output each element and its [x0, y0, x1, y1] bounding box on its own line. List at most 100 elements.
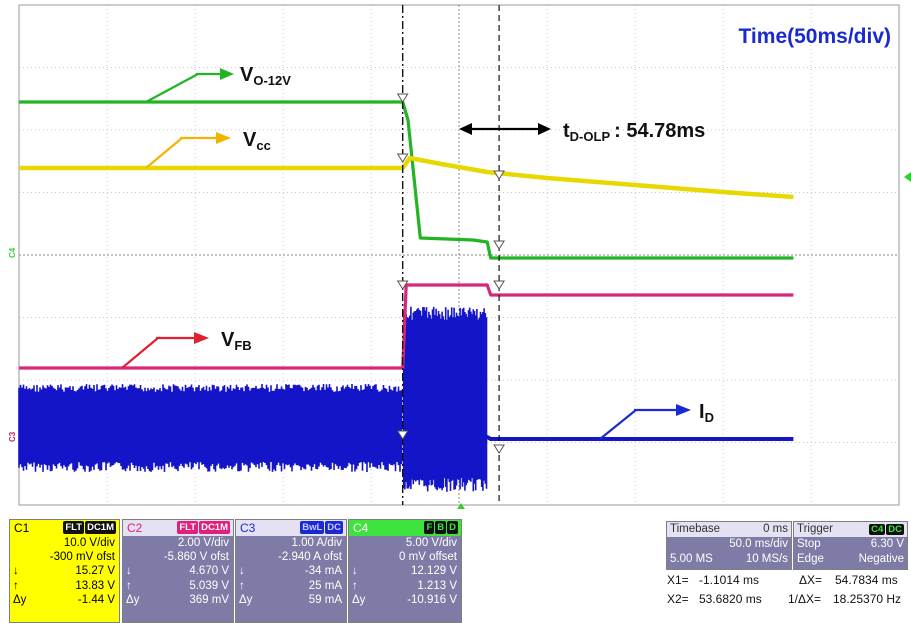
- offset: -5.860 V ofst: [163, 551, 229, 564]
- trigger-level: 6.30 V: [870, 538, 904, 550]
- x1-label: X1=: [667, 573, 689, 587]
- trigger-label: Trigger: [797, 523, 833, 535]
- dy-value: -10.916 V: [407, 593, 457, 606]
- dy-label: Δy: [13, 593, 27, 606]
- tag: FLT: [177, 521, 199, 534]
- trace-group: [18, 100, 794, 492]
- cursor-marker: [396, 430, 409, 440]
- channel-name: C3: [240, 521, 256, 535]
- cursor-marker: [396, 153, 409, 163]
- svg-text:Vcc: Vcc: [243, 129, 271, 153]
- down-label: ↓: [126, 565, 132, 578]
- grid-border: [18, 4, 900, 506]
- cursor-marker: [493, 240, 505, 250]
- tag: BwL: [300, 521, 325, 534]
- up-label: ↑: [126, 579, 132, 592]
- series-line-v-fb: [19, 283, 794, 370]
- up-value: 1.213 V: [417, 579, 457, 592]
- cursor-marker: [493, 444, 505, 454]
- up-value: 13.83 V: [75, 579, 115, 592]
- svg-text:ID: ID: [699, 401, 714, 425]
- oscilloscope-plot: Time(50ms/div) C4 C3 VO-12V Vcc VFB ID t…: [8, 4, 911, 509]
- timebase-panel[interactable]: Timebase 0 ms 50.0 ms/div 5.00 MS 10 MS/s: [666, 521, 792, 570]
- trigger-level-marker: [904, 172, 911, 182]
- series-line-v-cc: [19, 155, 794, 200]
- x2-label: X2=: [667, 592, 689, 606]
- trigger-type: Edge: [797, 553, 824, 565]
- vdiv: 1.00 A/div: [291, 537, 342, 549]
- trigger-source: C4: [869, 524, 886, 535]
- annotation-vfb: VFB: [121, 329, 252, 369]
- channel-marker-c4: C4: [8, 247, 17, 258]
- tag: DC: [325, 521, 343, 534]
- down-label: ↓: [239, 565, 245, 578]
- svg-text:VFB: VFB: [221, 329, 252, 353]
- vdiv: 10.0 V/div: [63, 537, 115, 549]
- inv-dx-label: 1/ΔX=: [788, 592, 822, 606]
- down-value: 4.670 V: [189, 565, 229, 578]
- series-id-switching-band: [18, 306, 488, 492]
- cursor-marker: [396, 93, 409, 103]
- channel-name: C2: [127, 521, 143, 535]
- channel-name: C1: [14, 521, 30, 535]
- channel-c1-panel[interactable]: C1 FLT DC1M 10.0 V/div -300 mV ofst ↓ 15.2…: [9, 519, 120, 623]
- cursor-readout: X1= -1.1014 ms ΔX= 54.7834 ms X2= 53.682…: [667, 573, 907, 613]
- dx-label: ΔX=: [799, 573, 823, 587]
- svg-text:tD-OLP: 54.78ms: tD-OLP: 54.78ms: [563, 120, 705, 144]
- offset: -2.940 A ofst: [278, 551, 342, 564]
- dy-value: -1.44 V: [77, 593, 115, 606]
- trigger-mode: Stop: [797, 538, 821, 550]
- annotation-id: ID: [599, 401, 714, 440]
- vdiv: 2.00 V/div: [177, 537, 229, 549]
- dy-label: Δy: [126, 593, 140, 606]
- tag: DC1M: [199, 521, 230, 534]
- timebase-div: 50.0 ms/div: [729, 538, 788, 550]
- tag: F: [424, 521, 435, 534]
- series-line-v-o-12v: [19, 100, 794, 260]
- down-value: 12.129 V: [410, 565, 457, 578]
- annotation-tdolp: tD-OLP: 54.78ms: [459, 120, 705, 144]
- trigger-coupling: DC: [886, 524, 904, 535]
- dy-label: Δy: [239, 593, 253, 606]
- x2-value: 53.6820 ms: [699, 592, 762, 606]
- inv-dx-value: 18.25370 Hz: [833, 592, 902, 606]
- trigger-time-marker: [457, 503, 465, 509]
- trigger-slope: Negative: [858, 553, 904, 565]
- tag: D: [447, 521, 458, 534]
- timebase-delay: 0 ms: [763, 523, 788, 535]
- down-value: 15.27 V: [75, 565, 115, 578]
- dy-value: 369 mV: [189, 593, 229, 606]
- tag: DC1M: [85, 521, 116, 534]
- timebase-samples: 5.00 MS: [670, 553, 713, 565]
- series-line-i-d: [19, 435, 794, 441]
- x1-value: -1.1014 ms: [699, 573, 760, 587]
- down-label: ↓: [352, 565, 358, 578]
- dy-label: Δy: [352, 593, 366, 606]
- down-value: -34 mA: [304, 565, 342, 578]
- up-value: 5.039 V: [189, 579, 229, 592]
- trigger-panel[interactable]: Trigger C4 DC Stop 6.30 V Edge Negative: [793, 521, 908, 570]
- chart-title: Time(50ms/div): [738, 25, 891, 48]
- tag: B: [435, 521, 447, 534]
- cursor-marker: [493, 280, 505, 290]
- up-value: 25 mA: [308, 579, 342, 592]
- dy-value: 59 mA: [308, 593, 342, 606]
- offset: 0 mV offset: [399, 551, 457, 564]
- cursor-group: [396, 5, 505, 505]
- dx-value: 54.7834 ms: [835, 573, 898, 587]
- svg-text:VO-12V: VO-12V: [240, 64, 291, 88]
- channel-c3-panel[interactable]: C3 BwL DC 1.00 A/div -2.940 A ofst ↓ -34 m…: [235, 519, 347, 623]
- tag: FLT: [63, 521, 85, 534]
- offset: -300 mV ofst: [49, 551, 115, 564]
- up-label: ↑: [13, 579, 19, 592]
- channel-c2-panel[interactable]: C2 FLT DC1M 2.00 V/div -5.860 V ofst ↓ 4.6…: [122, 519, 234, 623]
- annotation-vcc: Vcc: [145, 129, 271, 169]
- down-label: ↓: [13, 565, 19, 578]
- timebase-rate: 10 MS/s: [745, 553, 788, 565]
- cursor-marker: [396, 280, 409, 290]
- channel-name: C4: [353, 521, 369, 535]
- up-label: ↑: [352, 579, 358, 592]
- cursor-marker: [493, 170, 505, 180]
- up-label: ↑: [239, 579, 245, 592]
